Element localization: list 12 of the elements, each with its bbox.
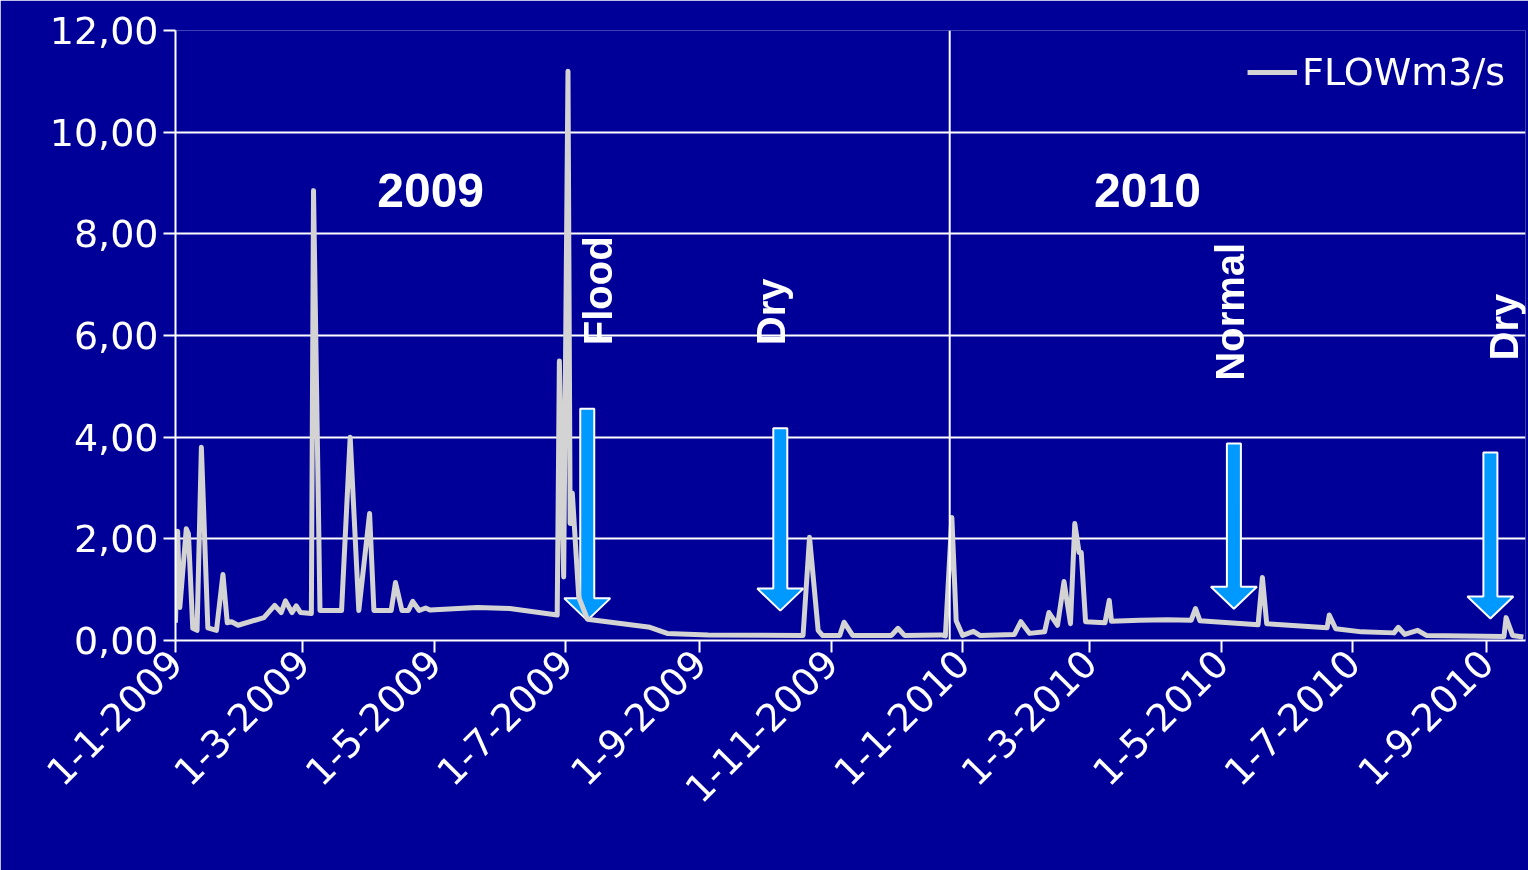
y-tick-label: 10,00 xyxy=(49,110,159,155)
annotation: Normal xyxy=(1207,242,1252,381)
annotation: 2009 xyxy=(377,163,485,217)
annotation: 2010 xyxy=(1094,163,1201,217)
annotation: Flood xyxy=(575,236,620,346)
y-tick-label: 2,00 xyxy=(73,517,159,562)
legend-label: FLOWm3/s xyxy=(1302,50,1505,94)
y-tick-label: 8,00 xyxy=(73,212,159,257)
y-tick-label: 4,00 xyxy=(73,415,159,460)
annotation: Dry xyxy=(748,277,793,346)
y-tick-label: 6,00 xyxy=(73,314,159,358)
y-tick-label: 12,00 xyxy=(49,9,159,53)
